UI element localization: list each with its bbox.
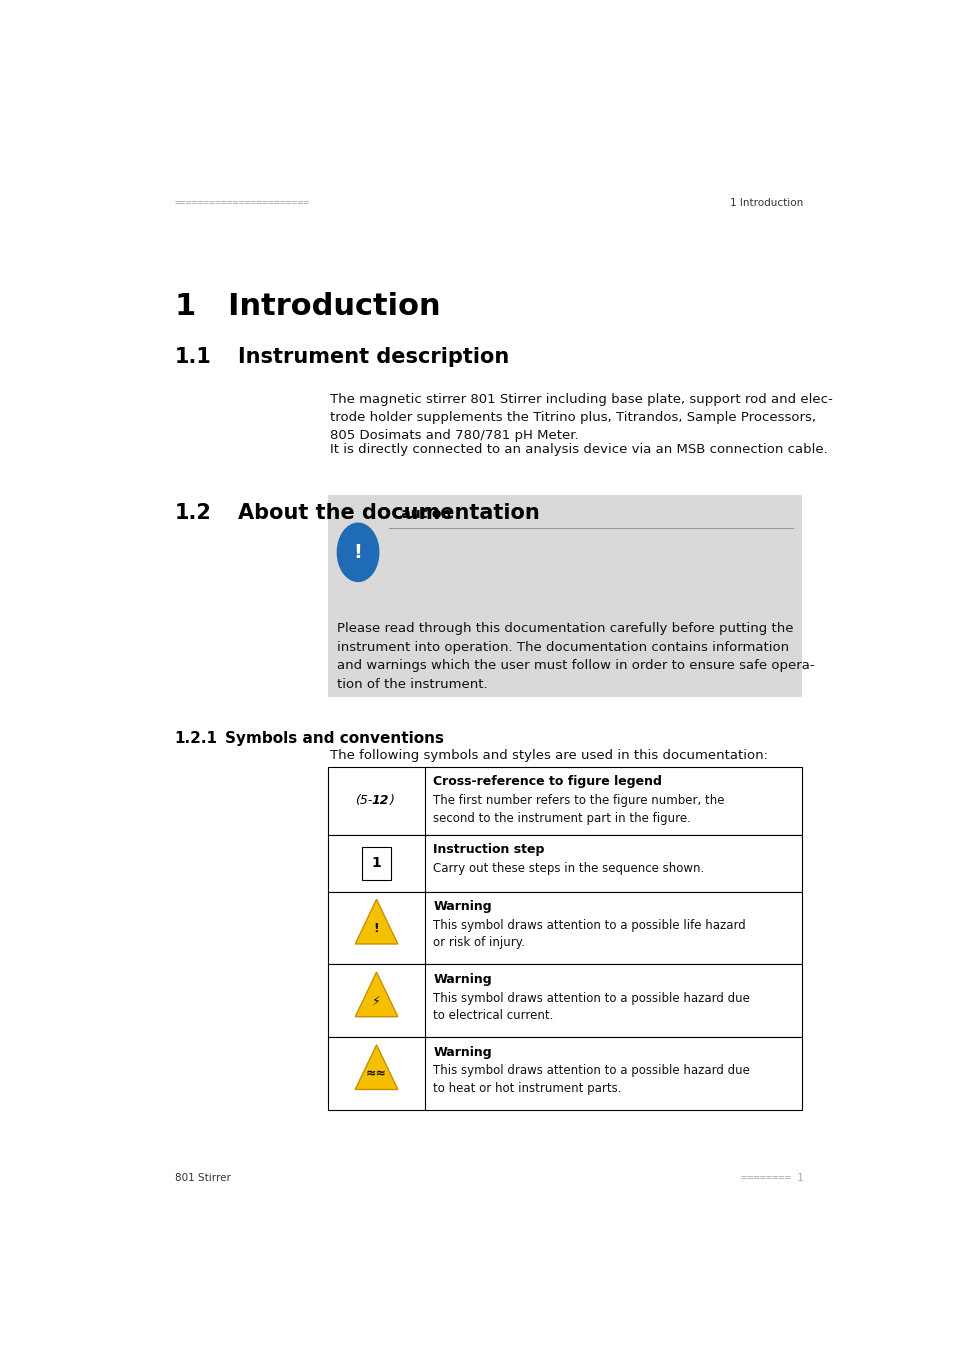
Polygon shape bbox=[355, 1045, 397, 1089]
Text: 1.2: 1.2 bbox=[174, 504, 212, 522]
FancyBboxPatch shape bbox=[328, 767, 801, 834]
Text: ======== 1: ======== 1 bbox=[740, 1173, 802, 1183]
Text: ≈≈: ≈≈ bbox=[366, 1066, 387, 1080]
Text: Warning: Warning bbox=[433, 1046, 492, 1058]
Text: Caution: Caution bbox=[391, 508, 451, 521]
Text: (5-: (5- bbox=[355, 794, 372, 807]
Text: Carry out these steps in the sequence shown.: Carry out these steps in the sequence sh… bbox=[433, 861, 704, 875]
Text: 12: 12 bbox=[371, 794, 389, 807]
Text: 1 Introduction: 1 Introduction bbox=[729, 198, 802, 208]
Text: It is directly connected to an analysis device via an MSB connection cable.: It is directly connected to an analysis … bbox=[330, 443, 827, 456]
Text: The magnetic stirrer 801 Stirrer including base plate, support rod and elec-
tro: The magnetic stirrer 801 Stirrer includi… bbox=[330, 393, 832, 441]
Text: This symbol draws attention to a possible hazard due
to electrical current.: This symbol draws attention to a possibl… bbox=[433, 991, 750, 1022]
Text: ): ) bbox=[390, 794, 395, 807]
FancyBboxPatch shape bbox=[328, 964, 801, 1037]
Polygon shape bbox=[355, 899, 397, 944]
Text: ⚡: ⚡ bbox=[372, 995, 380, 1007]
Circle shape bbox=[337, 524, 378, 582]
Text: Symbols and conventions: Symbols and conventions bbox=[225, 730, 443, 745]
Text: Please read through this documentation carefully before putting the
instrument i: Please read through this documentation c… bbox=[337, 622, 814, 691]
Text: !: ! bbox=[374, 922, 379, 934]
Text: Instruction step: Instruction step bbox=[433, 842, 544, 856]
Text: 1: 1 bbox=[372, 856, 381, 871]
Text: Warning: Warning bbox=[433, 973, 492, 985]
Text: About the documentation: About the documentation bbox=[237, 504, 538, 522]
Text: 1   Introduction: 1 Introduction bbox=[174, 292, 440, 321]
FancyBboxPatch shape bbox=[328, 1037, 801, 1110]
Text: Cross-reference to figure legend: Cross-reference to figure legend bbox=[433, 775, 661, 788]
FancyBboxPatch shape bbox=[361, 846, 391, 880]
Text: This symbol draws attention to a possible hazard due
to heat or hot instrument p: This symbol draws attention to a possibl… bbox=[433, 1064, 750, 1095]
Text: !: ! bbox=[354, 543, 362, 562]
Text: 1.2.1: 1.2.1 bbox=[174, 730, 217, 745]
FancyBboxPatch shape bbox=[328, 892, 801, 964]
FancyBboxPatch shape bbox=[328, 494, 801, 698]
Text: This symbol draws attention to a possible life hazard
or risk of injury.: This symbol draws attention to a possibl… bbox=[433, 919, 745, 949]
Polygon shape bbox=[355, 972, 397, 1017]
Text: The first number refers to the figure number, the
second to the instrument part : The first number refers to the figure nu… bbox=[433, 794, 724, 825]
Text: =======================: ======================= bbox=[174, 198, 310, 208]
Text: 801 Stirrer: 801 Stirrer bbox=[174, 1173, 231, 1183]
Text: 1.1: 1.1 bbox=[174, 347, 212, 367]
Text: Instrument description: Instrument description bbox=[237, 347, 508, 367]
FancyBboxPatch shape bbox=[328, 834, 801, 892]
Text: The following symbols and styles are used in this documentation:: The following symbols and styles are use… bbox=[330, 749, 767, 763]
Text: Warning: Warning bbox=[433, 900, 492, 913]
